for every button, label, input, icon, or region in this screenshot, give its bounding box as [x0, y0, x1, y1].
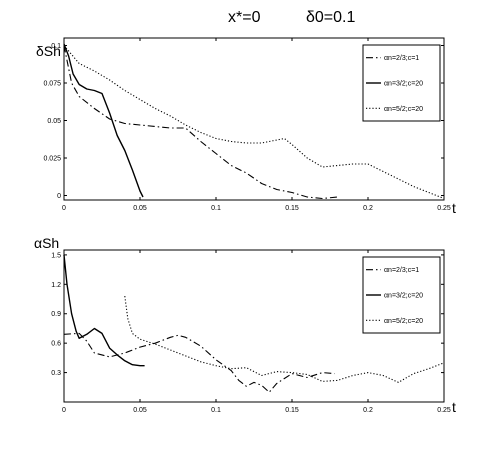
- x-tick-label: 0: [62, 407, 66, 414]
- x-tick-label: 0.15: [285, 407, 299, 414]
- series-line-dotted: [124, 296, 445, 383]
- legend-label: αn=2/3;c=1: [384, 267, 419, 274]
- y-tick-label: 0.6: [51, 341, 61, 348]
- x-tick-label: 0.25: [437, 407, 451, 414]
- x-tick-label: 0.05: [133, 205, 147, 212]
- y-axis-label: αSh: [34, 235, 59, 251]
- legend: αn=2/3;c=1 αn=3/2;c=20 αn=5/2;c=20: [362, 256, 441, 334]
- x-tick-label: 0.1: [211, 205, 221, 212]
- legend-label: αn=5/2;c=20: [384, 106, 423, 113]
- series-layer: [63, 254, 445, 393]
- legend-label: αn=2/3;c=1: [384, 55, 419, 62]
- y-tick-label: 0: [57, 193, 61, 200]
- header-x-star: x*=0: [228, 9, 261, 26]
- legend-label: αn=5/2;c=20: [384, 318, 423, 325]
- x-tick-label: 0.2: [363, 407, 373, 414]
- series-line-dashdot: [63, 45, 338, 200]
- series-line-solid: [63, 43, 144, 198]
- y-tick-label: 0.075: [43, 81, 61, 88]
- panel-delta-sh: δSh t 0 0.05 0.1 0.15 0.2 0.25 0 0.025 0.05 0.075…: [36, 37, 456, 216]
- y-tick-label: 1.2: [51, 282, 61, 289]
- legend-label: αn=3/2;c=20: [384, 293, 423, 300]
- x-tick-label: 0.15: [285, 205, 299, 212]
- x-tick-label: 0.25: [437, 205, 451, 212]
- x-tick-label: 0.05: [133, 407, 147, 414]
- plot-frame: [63, 249, 445, 403]
- plot-frame: [63, 37, 445, 201]
- x-axis-label: t: [452, 399, 456, 415]
- tick-labels: 0 0.05 0.1 0.15 0.2 0.25 0 0.025 0.05 0.075 0.1: [43, 38, 451, 212]
- series-line-solid: [63, 254, 145, 367]
- y-tick-label: 0.3: [51, 370, 61, 377]
- header-delta0: δ0=0.1: [306, 9, 355, 26]
- series-line-dashdot: [63, 332, 335, 393]
- legend: αn=2/3;c=1 αn=3/2;c=20 αn=5/2;c=20: [362, 44, 441, 122]
- y-tick-label: 0.1: [51, 43, 61, 50]
- legend-label: αn=3/2;c=20: [384, 81, 423, 88]
- y-axis-label: δSh: [36, 43, 61, 59]
- x-axis-label: t: [452, 200, 456, 216]
- y-tick-label: 0.025: [43, 156, 61, 163]
- panel-alpha-sh: αSh t 0 0.05 0.1 0.15 0.2 0.25 0.3 0.6 0.9 1.2 1.5…: [34, 235, 456, 415]
- series-layer: [63, 43, 445, 200]
- tick-labels: 0 0.05 0.1 0.15 0.2 0.25 0.3 0.6 0.9 1.2 1.5: [51, 250, 451, 414]
- x-tick-label: 0.1: [211, 407, 221, 414]
- y-tick-label: 0.05: [47, 118, 61, 125]
- y-tick-label: 0.9: [51, 311, 61, 318]
- x-tick-label: 0: [62, 205, 66, 212]
- x-tick-label: 0.2: [363, 205, 373, 212]
- y-tick-label: 1.5: [51, 252, 61, 259]
